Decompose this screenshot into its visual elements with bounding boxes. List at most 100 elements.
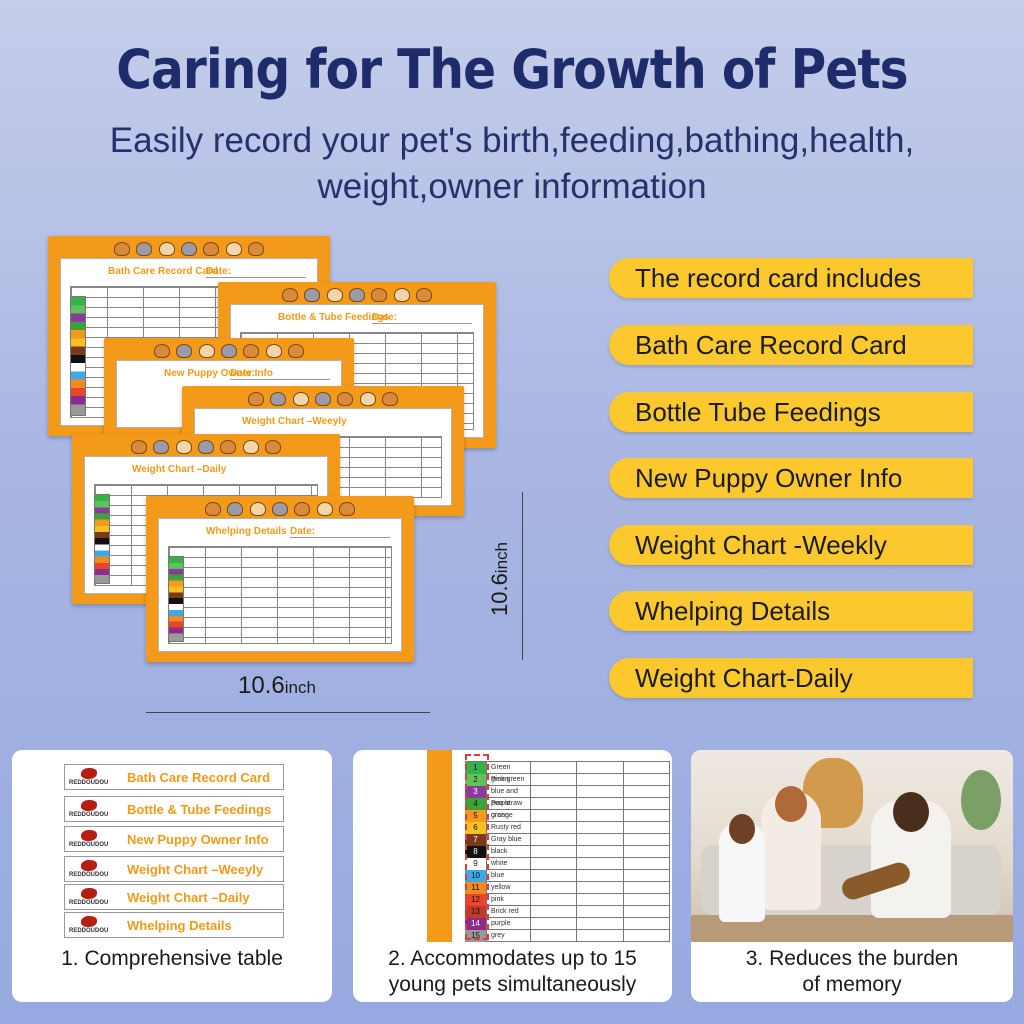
row-cell	[624, 857, 670, 870]
color-row: 14 purple	[465, 917, 670, 930]
card-title: Bottle & Tube Feedings	[278, 312, 389, 323]
pet-illustration	[205, 498, 355, 516]
row-cell	[577, 809, 624, 822]
row-cell	[531, 845, 578, 858]
card-strip: REDDOUDOU New Puppy Owner Info	[64, 826, 284, 852]
strip-label: New Puppy Owner Info	[127, 832, 269, 847]
includes-heading: The record card includes	[609, 258, 973, 298]
card-date: Date:	[372, 312, 472, 324]
row-number: 3	[465, 785, 487, 798]
row-cell	[531, 917, 578, 930]
includes-item: New Puppy Owner Info	[609, 458, 973, 498]
card-edge	[427, 750, 452, 942]
row-color-name: pink	[487, 893, 531, 906]
row-color-name: Pink green	[487, 773, 531, 786]
card-title: New Puppy Owner Info	[164, 368, 273, 379]
row-cell	[577, 905, 624, 918]
row-cell	[624, 809, 670, 822]
caption-line: 3. Reduces the burden	[745, 947, 959, 970]
page-title: Caring for The Growth of Pets	[116, 38, 908, 101]
card-date: Date:	[230, 368, 330, 380]
card-whelping: Whelping Details Date:	[146, 496, 414, 662]
row-cell	[624, 833, 670, 846]
card-strip: REDDOUDOU Whelping Details	[64, 912, 284, 938]
row-color-name: Rusty red	[487, 821, 531, 834]
row-number: 2	[465, 773, 487, 786]
row-cell	[624, 893, 670, 906]
color-swatch-column	[70, 296, 86, 416]
row-cell	[624, 845, 670, 858]
row-color-name: yellow	[487, 881, 531, 894]
row-color-name: Green green	[487, 761, 531, 783]
row-cell	[624, 881, 670, 894]
color-row: 13 Brick red	[465, 905, 670, 918]
color-row: 11 yellow	[465, 881, 670, 894]
row-cell	[624, 797, 670, 810]
row-cell	[577, 869, 624, 882]
pet-illustration	[114, 238, 264, 256]
brand-logo: REDDOUDOU	[69, 830, 121, 850]
color-row-list: 1 Green green 2 Pink green 3 blue and purple 4…	[465, 750, 670, 942]
height-dimension-line	[522, 492, 523, 660]
row-cell	[577, 881, 624, 894]
width-dimension-line	[146, 712, 430, 713]
width-dimension-label: 10.6inch	[238, 672, 316, 699]
row-color-name: blue and purple	[487, 785, 531, 807]
row-number: 4	[465, 797, 487, 810]
strip-label: Weight Chart –Daily	[127, 890, 250, 905]
color-row: 8 black	[465, 845, 670, 858]
row-cell	[577, 833, 624, 846]
row-cell	[624, 773, 670, 786]
row-number: 13	[465, 905, 487, 918]
row-color-name: orange	[487, 809, 531, 822]
row-cell	[531, 857, 578, 870]
color-row: 2 Pink green	[465, 773, 670, 786]
pet-illustration	[131, 436, 281, 454]
brand-logo: REDDOUDOU	[69, 768, 121, 788]
row-number: 6	[465, 821, 487, 834]
row-cell	[531, 893, 578, 906]
color-row: 12 pink	[465, 893, 670, 906]
person-figure	[761, 786, 821, 910]
row-cell	[531, 785, 578, 798]
feature-caption: 1. Comprehensive table	[61, 947, 283, 970]
row-cell	[577, 761, 624, 774]
card-date: Date:	[290, 526, 390, 538]
caption-line: young pets simultaneously	[388, 973, 637, 996]
row-cell	[577, 845, 624, 858]
color-row: 9 white	[465, 857, 670, 870]
row-color-name: black	[487, 845, 531, 858]
row-cell	[624, 761, 670, 774]
color-row: 5 orange	[465, 809, 670, 822]
row-number: 8	[465, 845, 487, 858]
brand-logo: REDDOUDOU	[69, 916, 121, 936]
row-color-name: Brick red	[487, 905, 531, 918]
highlight-box	[465, 754, 489, 940]
row-cell	[577, 821, 624, 834]
row-cell	[531, 773, 578, 786]
row-cell	[577, 797, 624, 810]
card-strip: REDDOUDOU Bottle & Tube Feedings	[64, 796, 284, 822]
includes-item: Bottle Tube Feedings	[609, 392, 973, 432]
color-row: 10 blue	[465, 869, 670, 882]
feature-panel-fifteen-pets: 1 Green green 2 Pink green 3 blue and purple 4…	[353, 750, 672, 1002]
row-color-name: Pea straw green	[487, 797, 531, 819]
color-row: 7 Gray blue	[465, 833, 670, 846]
row-cell	[624, 905, 670, 918]
row-cell	[577, 773, 624, 786]
brand-logo: REDDOUDOU	[69, 800, 121, 820]
color-row: 1 Green green	[465, 761, 670, 783]
person-figure	[871, 792, 951, 918]
card-title: Weight Chart –Weeyly	[242, 416, 347, 427]
row-cell	[577, 785, 624, 798]
row-cell	[577, 917, 624, 930]
includes-item: Weight Chart -Weekly	[609, 525, 973, 565]
row-cell	[624, 821, 670, 834]
pet-illustration	[154, 340, 304, 358]
color-row: 3 blue and purple	[465, 785, 670, 807]
row-cell	[531, 761, 578, 774]
row-color-name: Gray blue	[487, 833, 531, 846]
feature-panel-comprehensive: REDDOUDOU Bath Care Record Card REDDOUDOU…	[12, 750, 332, 1002]
row-number: 7	[465, 833, 487, 846]
row-number: 14	[465, 917, 487, 930]
